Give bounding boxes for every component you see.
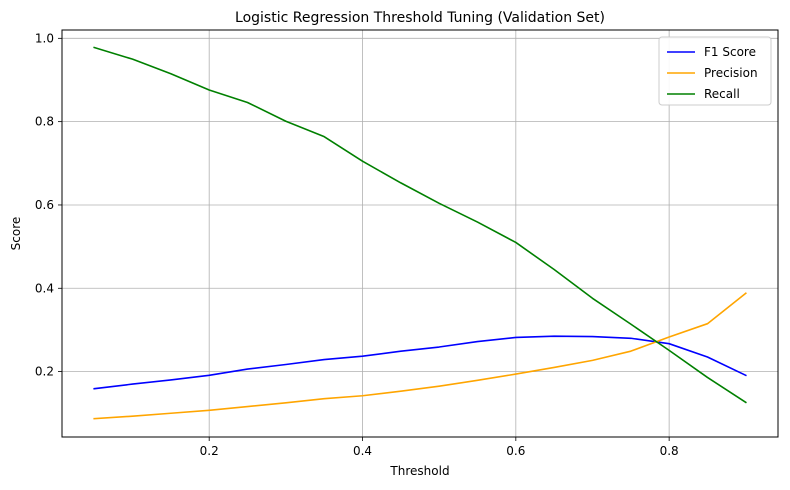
grid <box>62 30 778 437</box>
x-tick-label: 0.4 <box>353 444 372 458</box>
legend-label-f1-score: F1 Score <box>704 45 756 59</box>
y-tick-label: 0.6 <box>35 198 54 212</box>
y-tick-label: 0.2 <box>35 365 54 379</box>
chart-title: Logistic Regression Threshold Tuning (Va… <box>235 10 605 26</box>
y-axis-label: Score <box>9 217 23 251</box>
series-line-f1-score <box>93 335 747 390</box>
x-tick-label: 0.8 <box>660 444 679 458</box>
series-line-recall <box>93 46 747 404</box>
y-axis: 0.2 0.4 0.6 0.8 1.0 <box>35 31 62 379</box>
legend-label-precision: Precision <box>704 66 758 80</box>
legend-label-recall: Recall <box>704 87 740 101</box>
y-tick-label: 1.0 <box>35 31 54 45</box>
legend-box <box>658 36 772 106</box>
x-tick-label: 0.6 <box>506 444 525 458</box>
y-tick-label: 0.8 <box>35 115 54 129</box>
x-axis: 0.2 0.4 0.6 0.8 <box>200 437 679 458</box>
x-axis-label: Threshold <box>389 464 449 478</box>
x-tick-label: 0.2 <box>200 444 219 458</box>
y-tick-label: 0.4 <box>35 281 54 295</box>
series-line-precision <box>93 292 747 420</box>
plot-frame <box>61 29 779 438</box>
legend: F1 Score Precision Recall <box>658 36 772 106</box>
series-layer <box>93 46 747 420</box>
